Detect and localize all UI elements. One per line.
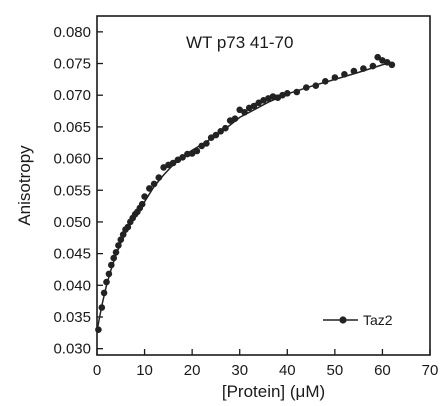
data-point bbox=[312, 82, 320, 89]
y-tick-label: 0.035 bbox=[53, 309, 91, 326]
data-point bbox=[212, 131, 220, 139]
data-point bbox=[341, 71, 348, 78]
data-point bbox=[98, 304, 106, 311]
legend-marker bbox=[339, 316, 347, 324]
data-point bbox=[231, 115, 239, 122]
data-point bbox=[193, 147, 201, 155]
data-point bbox=[124, 223, 132, 231]
x-tick-label: 60 bbox=[374, 362, 391, 379]
data-point bbox=[108, 261, 115, 269]
x-tick-label: 0 bbox=[93, 362, 101, 379]
data-point bbox=[369, 62, 377, 70]
fit-curve-layer bbox=[96, 61, 393, 332]
axis-ticks: 0.030 0.035 0.040 0.045 0.050 0.055 0.060 0.065… bbox=[53, 24, 438, 379]
y-tick-label: 0.030 bbox=[53, 341, 91, 358]
data-point bbox=[179, 154, 186, 161]
data-point bbox=[293, 88, 301, 96]
data-point bbox=[115, 242, 122, 249]
y-tick-label: 0.040 bbox=[53, 277, 91, 294]
y-tick-label: 0.080 bbox=[53, 24, 91, 41]
x-axis-label: [Protein] (μM) bbox=[222, 382, 325, 401]
data-point bbox=[112, 249, 120, 256]
data-point bbox=[374, 53, 382, 61]
y-tick-label: 0.055 bbox=[53, 182, 91, 199]
x-tick-label: 10 bbox=[136, 362, 153, 379]
data-point bbox=[119, 231, 127, 238]
y-tick-label: 0.075 bbox=[53, 56, 91, 73]
legend-label-taz2: Taz2 bbox=[363, 312, 393, 328]
data-point bbox=[155, 174, 163, 181]
y-tick-label: 0.045 bbox=[53, 246, 91, 263]
data-point bbox=[331, 74, 339, 81]
data-point bbox=[169, 159, 177, 167]
data-point bbox=[360, 65, 367, 72]
x-tick-label: 40 bbox=[279, 362, 296, 379]
data-point bbox=[95, 326, 102, 334]
y-tick-label: 0.050 bbox=[53, 214, 91, 231]
legend: Taz2 bbox=[323, 312, 393, 328]
x-tick-label: 50 bbox=[327, 362, 344, 379]
data-point bbox=[100, 289, 108, 297]
x-tick-label: 20 bbox=[184, 362, 201, 379]
data-point bbox=[241, 109, 248, 116]
data-point bbox=[250, 102, 258, 110]
data-point bbox=[105, 270, 113, 278]
data-point bbox=[110, 254, 117, 262]
y-tick-label: 0.070 bbox=[53, 87, 91, 104]
data-point bbox=[303, 84, 310, 91]
data-point bbox=[350, 67, 358, 75]
data-point bbox=[222, 124, 229, 132]
y-tick-label: 0.065 bbox=[53, 119, 91, 136]
x-tick-label: 30 bbox=[231, 362, 248, 379]
chart-title: WT p73 41-70 bbox=[186, 33, 293, 52]
data-point bbox=[146, 185, 153, 192]
data-point bbox=[150, 180, 158, 188]
plot-axes bbox=[96, 15, 431, 356]
y-tick-label: 0.060 bbox=[53, 151, 91, 168]
data-point bbox=[203, 140, 210, 147]
data-point bbox=[138, 200, 146, 208]
data-point bbox=[284, 90, 291, 97]
data-point bbox=[217, 128, 224, 135]
fit-curve bbox=[96, 61, 393, 332]
data-point bbox=[103, 278, 110, 286]
y-axis-label: Anisotropy bbox=[15, 145, 34, 226]
data-point bbox=[322, 78, 329, 85]
x-tick-label: 70 bbox=[422, 362, 439, 379]
plot-frame bbox=[96, 15, 431, 356]
data-point bbox=[388, 61, 396, 69]
data-point bbox=[117, 236, 125, 243]
data-points bbox=[95, 53, 396, 334]
data-point bbox=[141, 193, 148, 200]
